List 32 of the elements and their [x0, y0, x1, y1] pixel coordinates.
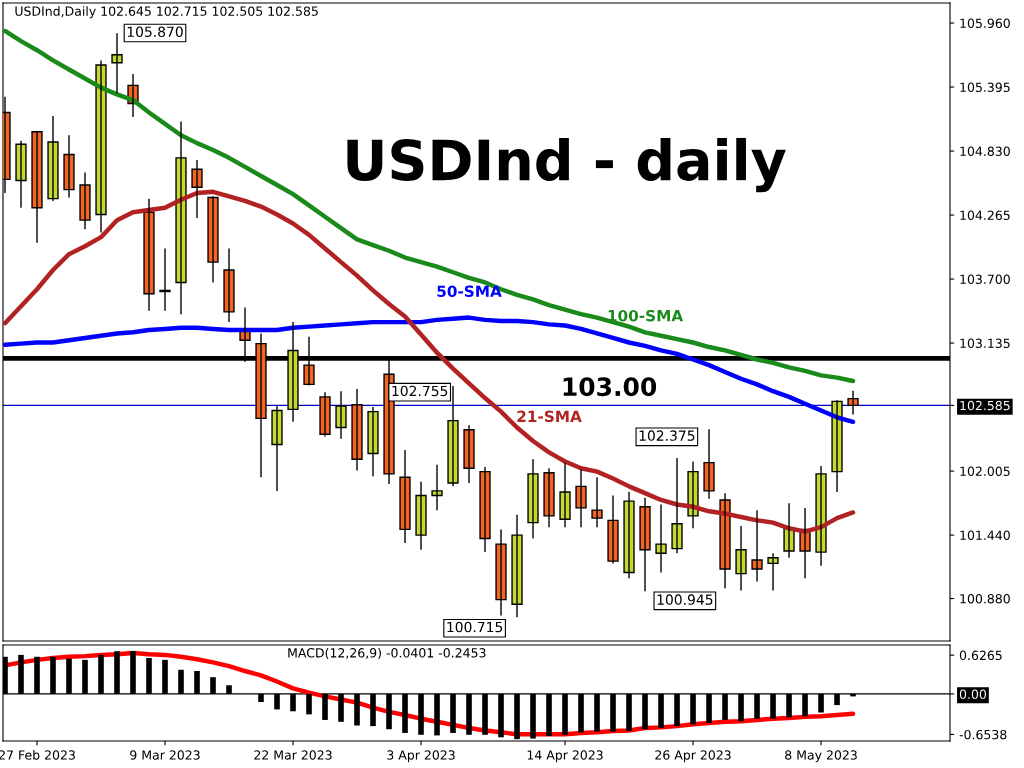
annotation: 100.715: [447, 621, 503, 633]
ref-line-label: 103.00: [563, 377, 657, 397]
y-tick-label: 104.265: [960, 210, 1010, 220]
x-tick-label: 27 Feb 2023: [0, 750, 75, 760]
annotation: USDInd - daily: [347, 137, 786, 193]
series-label: 50-SMA: [437, 285, 502, 298]
annotation: 100.945: [657, 594, 713, 605]
y-tick-label: 103.700: [960, 274, 1010, 284]
y-tick-label: 0.00: [959, 689, 987, 699]
y-tick-label: 100.880: [960, 593, 1010, 604]
x-tick-label: 14 Apr 2023: [527, 750, 603, 763]
annotation: 105.870: [127, 26, 183, 38]
x-tick-label: 3 Apr 2023: [387, 750, 455, 763]
annotation: 102.755: [392, 385, 448, 397]
chart-title: MACD(12,26,9) -0.0401 -0.2453: [288, 647, 486, 660]
series-label: 100-SMA: [608, 309, 684, 322]
y-tick-label: 102.585: [960, 400, 1010, 411]
x-tick-label: 9 Mar 2023: [130, 750, 200, 760]
annotation: 102.375: [639, 430, 695, 441]
y-tick-label: 105.395: [960, 82, 1010, 92]
y-tick-label: 105.960: [960, 18, 1010, 28]
y-tick-label: 102.005: [960, 466, 1010, 476]
x-tick-label: 22 Mar 2023: [254, 750, 332, 760]
x-tick-label: 26 Apr 2023: [655, 750, 731, 763]
y-tick-label: 104.830: [960, 146, 1010, 156]
series-label: 21-SMA: [517, 410, 582, 423]
y-tick-label: -0.6538: [959, 729, 1007, 740]
chart-title: USDInd,Daily 102.645 102.715 102.505 102.585: [15, 6, 318, 19]
y-tick-label: 0.6265: [959, 650, 1002, 661]
y-tick-label: 101.440: [960, 530, 1010, 541]
x-tick-label: 8 May 2023: [785, 750, 857, 763]
y-tick-label: 103.135: [960, 338, 1010, 348]
